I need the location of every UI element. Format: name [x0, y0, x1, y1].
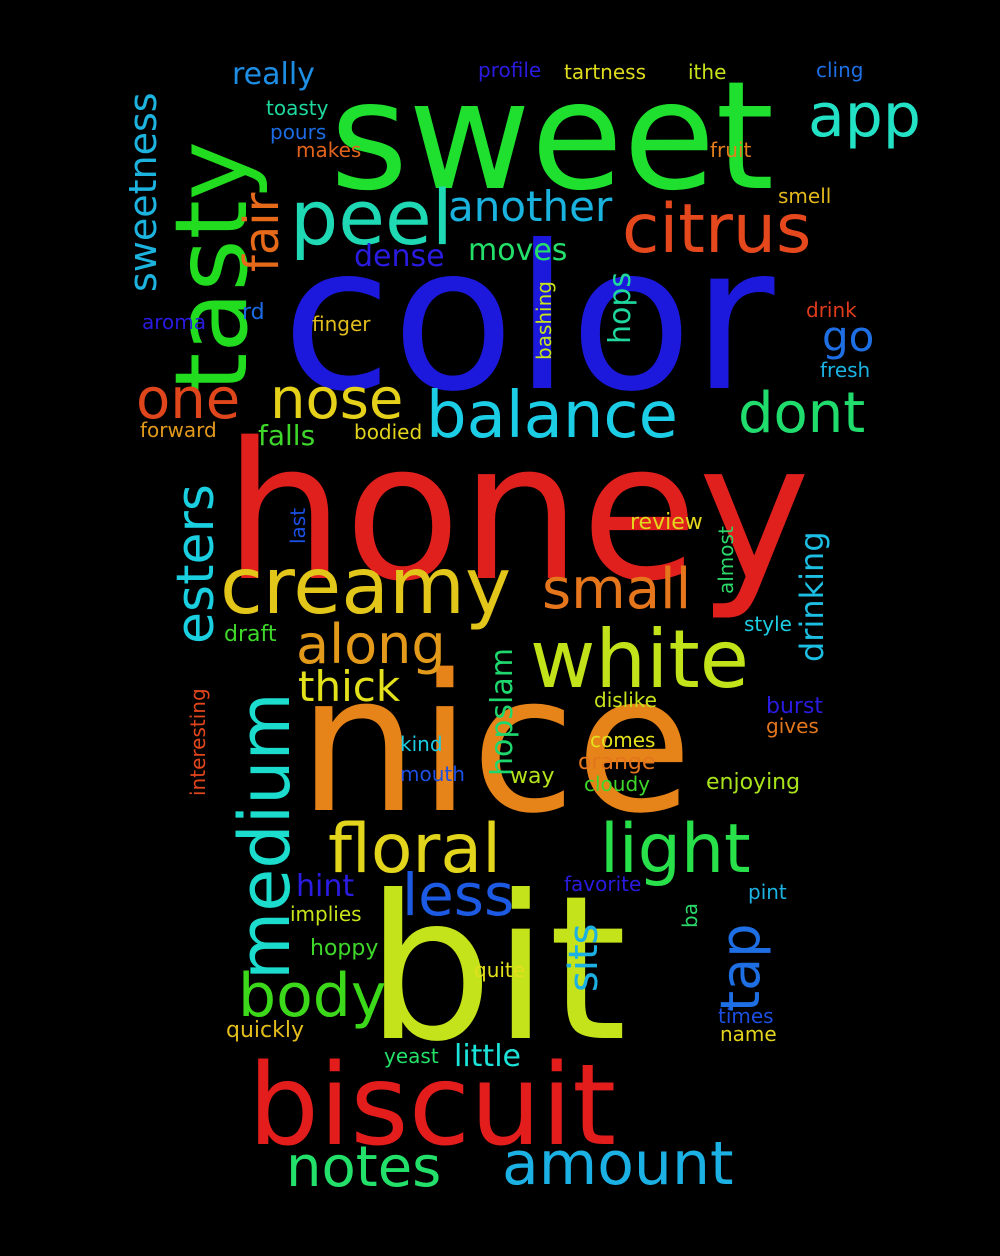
word-review: review	[630, 510, 703, 535]
word-one: one	[136, 367, 241, 432]
word-ba: ba	[678, 903, 702, 928]
word-drink: drink	[806, 298, 857, 322]
word-ithe: ithe	[688, 60, 727, 84]
word-way: way	[510, 764, 555, 789]
word-forward: forward	[140, 418, 217, 442]
word-light: light	[600, 810, 751, 889]
word-style: style	[744, 612, 792, 636]
word-last: last	[286, 507, 310, 544]
word-toasty: toasty	[266, 96, 329, 120]
word-color: color	[282, 203, 775, 436]
word-interesting: interesting	[186, 688, 210, 796]
word-pint: pint	[748, 880, 787, 904]
word-name: name	[720, 1022, 777, 1046]
word-fair: fair	[234, 192, 290, 272]
word-smell: smell	[778, 184, 832, 208]
word-moves: moves	[468, 233, 568, 268]
word-orange: orange	[578, 750, 656, 775]
word-makes: makes	[296, 138, 362, 162]
word-burst: burst	[766, 694, 824, 719]
word-honey: honey	[224, 402, 811, 623]
word-floral: floral	[328, 810, 501, 889]
word-sits: sits	[561, 923, 607, 992]
word-amount: amount	[502, 1129, 734, 1199]
word-drinking: drinking	[793, 531, 831, 662]
word-bit: bit	[366, 853, 627, 1086]
word-times: times	[718, 1004, 774, 1028]
word-tartness: tartness	[564, 60, 646, 84]
word-falls: falls	[258, 419, 316, 452]
word-yeast: yeast	[384, 1044, 439, 1068]
word-dislike: dislike	[594, 688, 657, 712]
word-comes: comes	[590, 728, 656, 752]
word-almost: almost	[714, 526, 738, 594]
word-hint: hint	[296, 869, 355, 904]
word-creamy: creamy	[220, 542, 512, 632]
word-biscuit: biscuit	[248, 1041, 617, 1171]
word-medium: medium	[224, 692, 306, 980]
word-cloudy: cloudy	[584, 772, 650, 796]
word-bodied: bodied	[354, 420, 423, 444]
word-cling: cling	[816, 58, 864, 82]
word-hoppy: hoppy	[310, 936, 379, 961]
word-along: along	[296, 613, 446, 676]
word-notes: notes	[286, 1135, 442, 1200]
word-thick: thick	[298, 662, 401, 711]
word-white: white	[530, 613, 749, 706]
word-really: really	[232, 57, 315, 92]
word-finger: finger	[312, 312, 371, 336]
word-draft: draft	[224, 622, 277, 647]
word-favorite: favorite	[564, 872, 642, 896]
word-balance: balance	[426, 379, 678, 453]
word-citrus: citrus	[622, 190, 812, 269]
word-esters: esters	[166, 484, 226, 644]
word-kind: kind	[400, 732, 443, 756]
word-peel: peel	[290, 173, 453, 262]
word-less: less	[402, 861, 515, 929]
word-sweet: sweet	[330, 50, 775, 224]
word-enjoying: enjoying	[706, 770, 801, 795]
word-nose: nose	[270, 367, 404, 432]
word-tap: tap	[709, 923, 772, 1012]
word-another: another	[448, 182, 613, 231]
word-pours: pours	[270, 120, 327, 144]
word-quite: quite	[474, 958, 526, 982]
word-dense: dense	[354, 239, 445, 274]
word-implies: implies	[290, 902, 362, 926]
word-bashing: bashing	[532, 281, 556, 360]
word-sweetness: sweetness	[121, 92, 165, 292]
word-fruit: fruit	[710, 138, 752, 162]
word-rd: rd	[242, 300, 265, 325]
word-hopslam: hopslam	[485, 648, 520, 776]
word-dont: dont	[738, 381, 866, 446]
word-app: app	[808, 81, 921, 151]
word-nice: nice	[298, 634, 693, 855]
word-aroma: aroma	[142, 310, 207, 334]
word-body: body	[238, 961, 387, 1031]
word-little: little	[454, 1039, 521, 1074]
word-small: small	[542, 557, 692, 622]
word-go: go	[822, 312, 875, 361]
word-mouth: mouth	[400, 762, 465, 786]
word-quickly: quickly	[226, 1018, 304, 1043]
word-fresh: fresh	[820, 358, 871, 382]
word-hops: hops	[603, 271, 638, 344]
word-gives: gives	[766, 714, 819, 738]
word-profile: profile	[478, 58, 542, 82]
